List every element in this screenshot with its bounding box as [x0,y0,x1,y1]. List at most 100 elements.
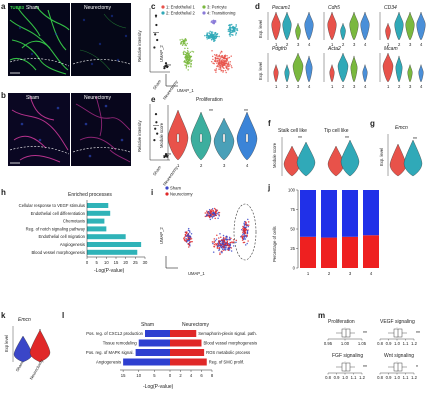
panel-i-umap-point [206,210,208,212]
panel-c-umap-point [231,66,233,69]
panel-i-umap-point [209,218,212,221]
panel-c-umap-point [185,64,187,67]
panel-c-umap-point [220,56,223,58]
panel-c-umap-point [185,61,188,64]
panel-i-umap-point [218,215,220,217]
panel-i-umap-point [243,225,246,227]
panel-c-umap-point [218,54,221,56]
panel-m-tick-label: 0.8 [377,341,383,346]
panel-m-tick-label: 1.0 [394,375,400,380]
panel-e-sig-2: ** [209,109,213,115]
panel-c-umap-point [185,55,188,57]
panel-c-umap-point [228,27,231,30]
panel-c-umap-point [220,65,222,67]
panel-i-umap-point [211,217,214,219]
panel-i-umap-point [226,241,229,243]
panel-d-letter: d [255,2,260,11]
panel-c-umap-point [234,34,237,36]
panel-l-tick-label: 8 [211,373,214,378]
panel-c-umap-point [187,69,189,71]
panel-i-umap-point [190,238,193,240]
panel-b-label-sham: Sham [26,95,39,101]
panel-a-dots [153,14,169,70]
panel-d-tick: 3 [409,42,412,47]
panel-j-bar-segment [300,236,316,268]
panel-c-umap-point [234,26,236,29]
panel-c-umap-point [184,47,186,50]
panel-d-violin [284,64,290,83]
panel-c: c 1: Endothelial 1 3: Pericyte 2: Endoth… [151,2,239,93]
panel-c-umap-point [185,53,187,56]
panel-h-tick-label: 10 [104,260,109,265]
panel-c-umap-point [228,33,231,36]
panel-c-umap-point [206,33,209,35]
panel-i-umap-point [186,239,189,242]
panel-e-inner-box [176,133,180,143]
panel-b-sham-vessels [11,95,69,163]
panel-c-umap-point [190,55,193,58]
panel-l-bar-sham [138,339,170,347]
panel-i-umap-point [219,232,221,235]
panel-i-umap-point [246,231,249,233]
panel-i-umap-point [232,241,234,244]
panel-i-umap-point [211,212,214,214]
panel-c-umap-point [187,51,190,53]
panel-c-umap-point [206,32,208,34]
panel-d-violin [340,22,346,41]
panel-i-umap-point [230,241,232,244]
panel-c-umap-point [187,52,189,55]
panel-a-nuclei [18,14,128,66]
panel-j-letter: j [267,183,270,192]
panel-c-umap-point [181,38,183,41]
panel-c-umap-point [205,36,208,39]
panel-i-umap-point [223,248,226,251]
panel-c-umap-point [219,62,222,64]
panel-i-umap-point [230,237,232,240]
panel-c-umap-point [217,57,220,60]
panel-c-umap-point [191,50,193,53]
panel-i-umap-point [212,251,215,253]
panel-j-ytick-label: 50 [290,227,295,232]
panel-b-label-neurectomy: Neurectomy [84,95,111,101]
panel-i-umap-point [212,209,214,212]
panel-c-umap-point [192,51,195,53]
panel-a-sig-neurectomy: ** [167,64,171,70]
panel-c-umap-point [236,29,239,32]
panel-k-gene: Emcn [18,317,31,323]
panel-f-y-label: Module score [272,142,277,168]
panel-d-gene-acta2: Acta2 [327,46,341,52]
panel-d-violin [385,22,391,41]
panel-c-umap-point [186,58,189,61]
panel-c-umap-point [232,28,235,31]
panel-i-umap-point [215,238,218,240]
panel-a-neurectomy-sparse-fibers [79,13,127,71]
panel-i-umap-point [225,235,228,237]
panel-l: l Sham Neurectomy Pos. reg. of CXCL2 pro… [62,311,257,390]
panel-d-violin [407,64,413,83]
panel-d-violin [349,11,359,41]
panel-a-dashed-boundary-neurectomy [72,59,131,65]
panel-i-umap-point [222,236,225,239]
panel-m-tick-label: 1.0 [394,341,400,346]
panel-c-umap-point [231,30,234,32]
panel-h-bar-label: Reg. of notch signaling pathway [26,226,86,231]
panel-c-umap-point [213,60,216,62]
panel-h-tick-label: 30 [143,260,148,265]
panel-i-umap-point [218,242,221,245]
panel-c-umap-point [186,49,189,52]
panel-c-umap-point [186,42,188,45]
panel-i-umap-point [223,238,225,240]
a-dots-point [153,46,156,49]
panel-l-bar-sham [123,358,170,366]
panel-f-sig-tip: ** [345,136,349,142]
panel-d-tick: 3 [409,84,412,89]
panel-c-umap-point [235,25,237,27]
panel-i-umap-point [242,231,244,234]
panel-i-umap-point [221,243,224,245]
panel-i-umap-point [185,239,188,241]
panel-e-title: Proliferation [196,97,223,103]
panel-c-umap-point [183,60,186,62]
b-dots-point [155,121,158,124]
panel-l-bar-neurectomy [170,339,202,347]
panel-f-sig-stalk: ** [298,136,302,142]
